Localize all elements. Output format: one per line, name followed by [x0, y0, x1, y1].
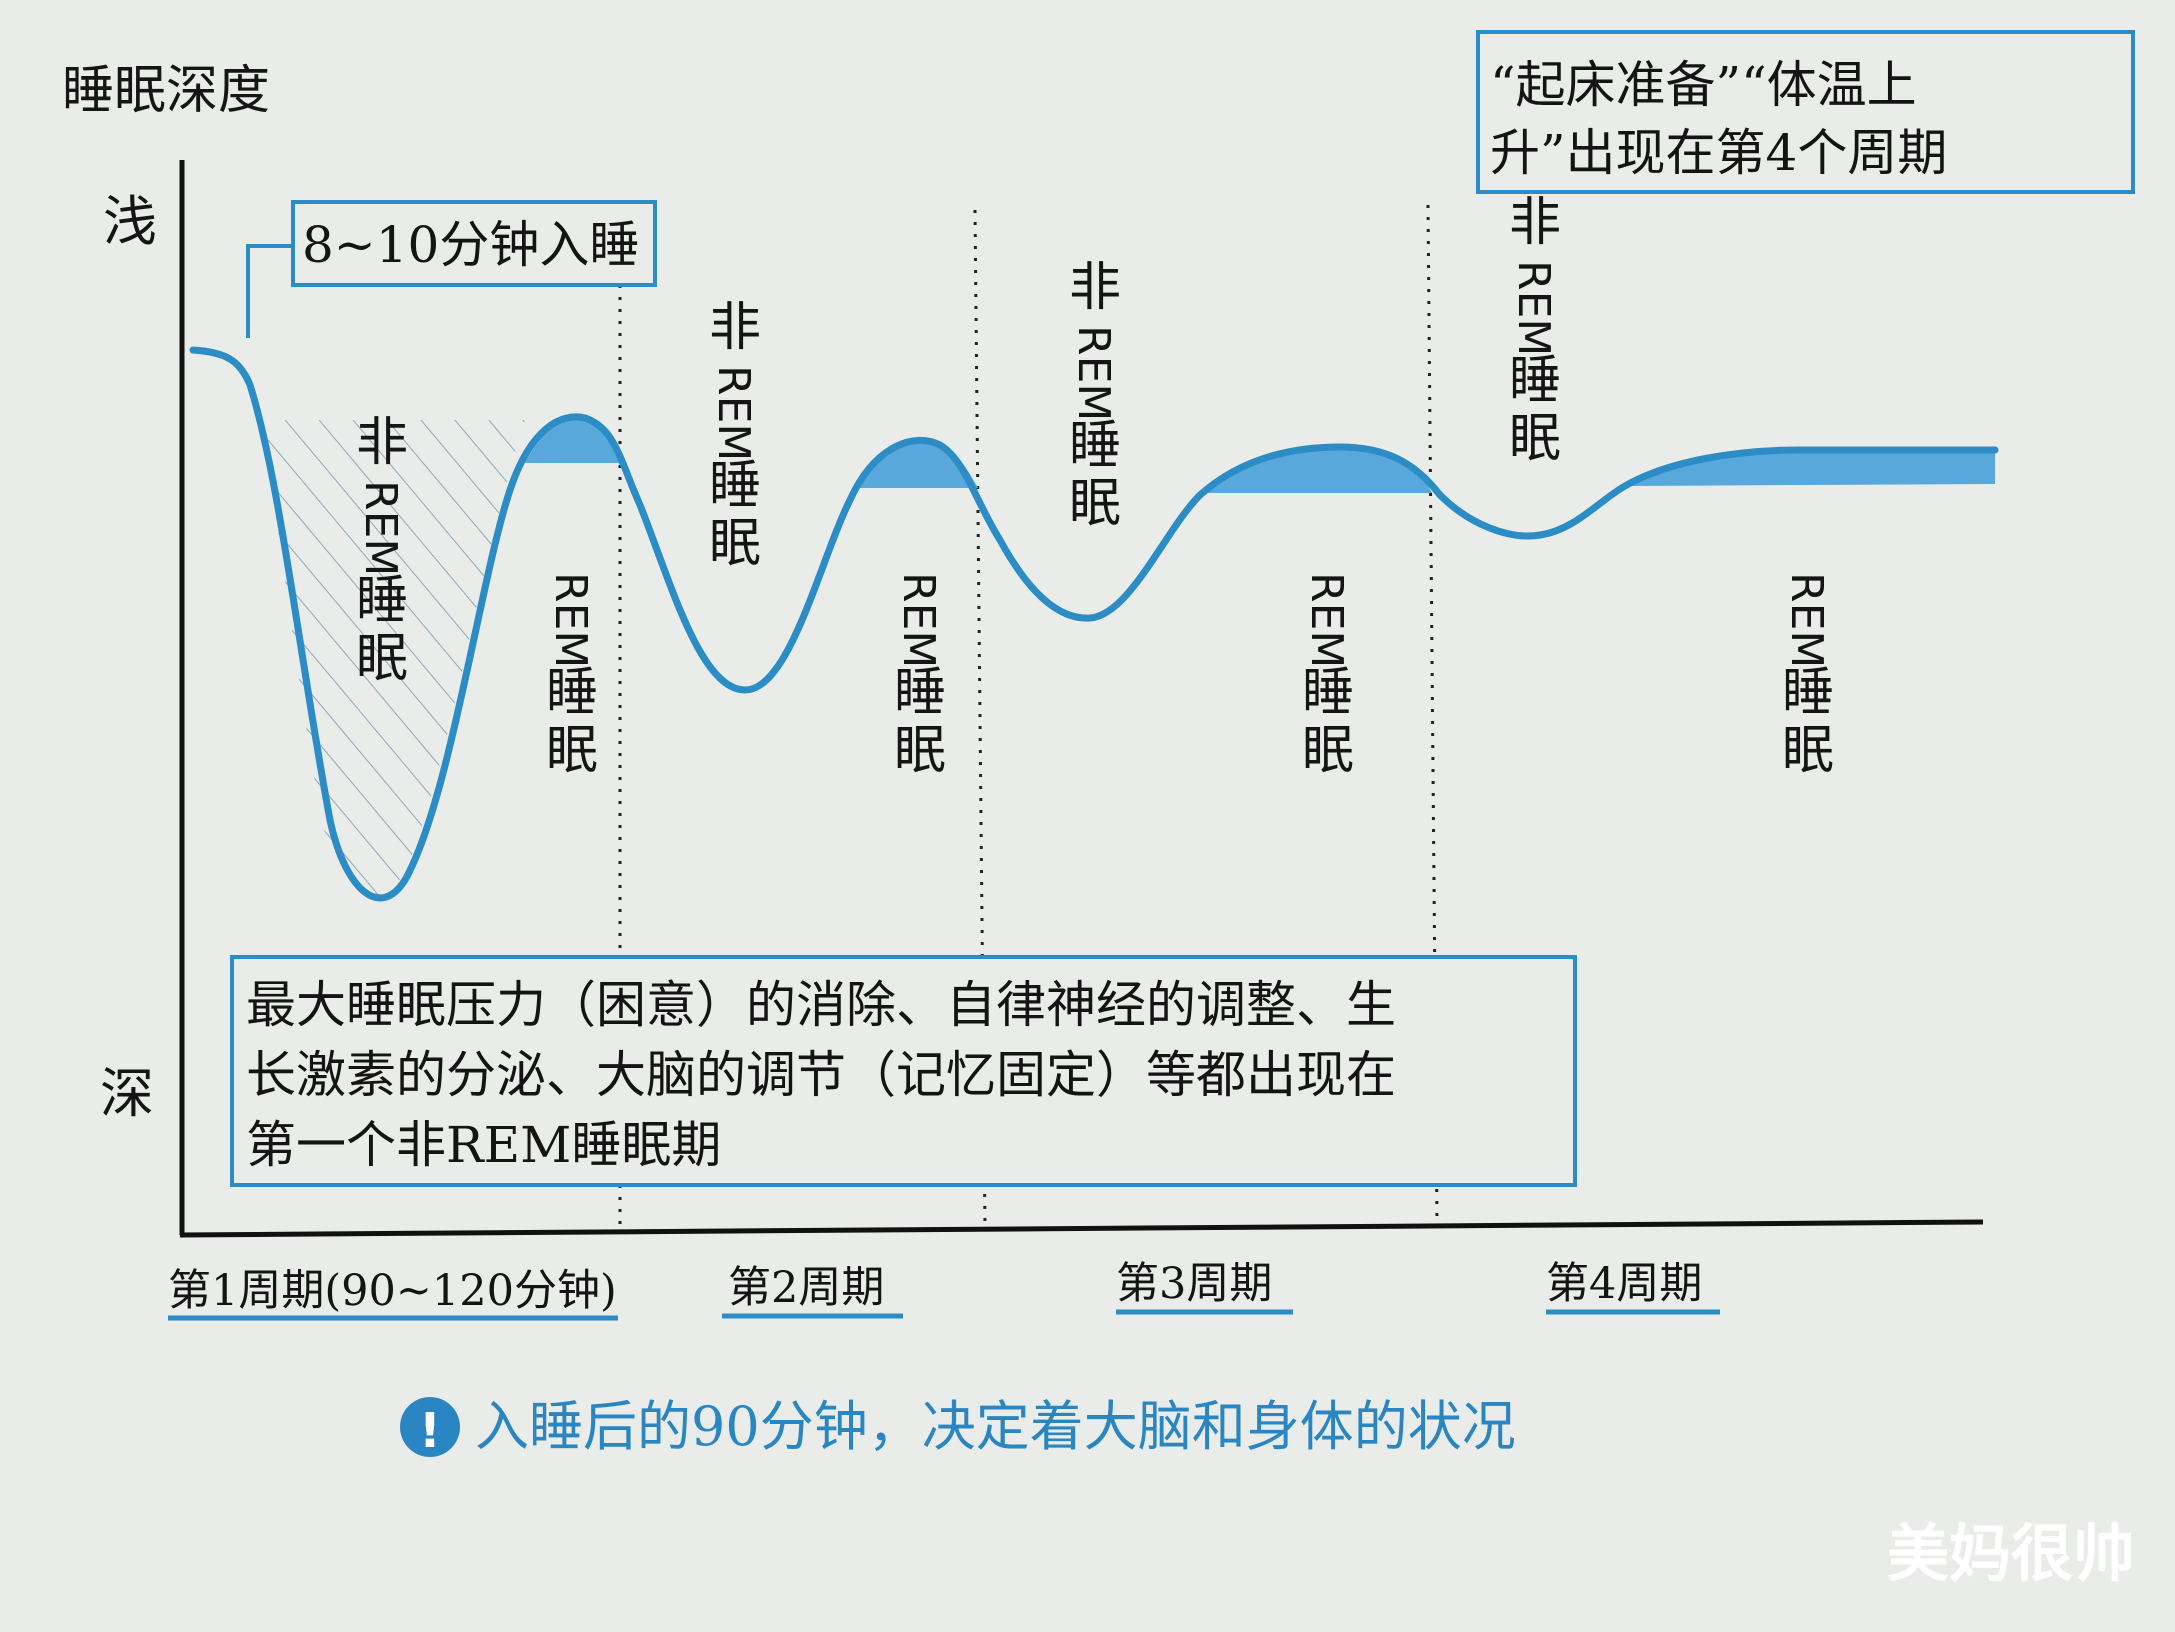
stage-label-latin: REM [355, 480, 406, 576]
first-cycle-line-1: 最大睡眠压力（困意）的消除、自律神经的调整、生 [246, 976, 1396, 1034]
first-cycle-line-3: 第一个非REM睡眠期 [246, 1116, 721, 1174]
stage-label-nonrem-2: 非睡眠 [709, 298, 761, 574]
stage-label-rem-1: 睡眠 [546, 663, 598, 781]
first-cycle-line-2: 长激素的分泌、大脑的调节（记忆固定）等都出现在 [246, 1046, 1396, 1104]
stage-label-nonrem-4: 非睡眠 [1509, 193, 1561, 469]
stage-label-nonrem-1: 非睡眠 [356, 413, 408, 689]
wake-prep-line-2: 升”出现在第4个周期 [1490, 124, 1947, 182]
stage-label-latin: REM [1301, 572, 1352, 668]
watermark: 美妈很帅 [1887, 1517, 2135, 1590]
stage-labels: 非睡眠 睡眠 非睡眠 睡眠 非睡眠 睡眠 非睡眠 睡眠 REM REM REM REM… [355, 193, 1834, 781]
sleep-onset-text: 8~10分钟入睡 [302, 216, 639, 274]
separator-2 [973, 209, 987, 1226]
exclamation-icon [400, 1397, 460, 1457]
stage-label-latin: REM [1068, 325, 1119, 421]
caption-text: 入睡后的90分钟，决定着大脑和身体的状况 [475, 1395, 1516, 1458]
stage-label-latin: REM [545, 572, 596, 668]
deep-sleep-hatch [262, 420, 525, 900]
stage-label-latin: REM [708, 365, 759, 461]
separator-3 [1426, 204, 1439, 1223]
x-tick-2: 第2周期 [728, 1263, 884, 1313]
x-tick-1: 第1周期(90~120分钟) [168, 1266, 617, 1316]
cycle-separators [618, 204, 1439, 1228]
x-tick-labels: 第1周期(90~120分钟) 第2周期 第3周期 第4周期 [168, 1259, 1720, 1321]
wake-prep-annotation: “起床准备”“体温上 升”出现在第4个周期 [1476, 30, 2135, 194]
stage-label-rem-2: 睡眠 [894, 663, 946, 781]
stage-label-latin: REM [1508, 260, 1559, 356]
y-bottom-label: 深 [100, 1062, 154, 1125]
x-tick-3: 第3周期 [1116, 1259, 1272, 1309]
first-cycle-annotation: 最大睡眠压力（困意）的消除、自律神经的调整、生 长激素的分泌、大脑的调节（记忆固… [230, 955, 1577, 1187]
wake-prep-line-1: “起床准备”“体温上 [1490, 56, 1917, 114]
sleep-depth-curve [189, 346, 1999, 902]
sleep-onset-annotation: 8~10分钟入睡 [246, 200, 657, 338]
rem-fill-1 [525, 418, 620, 463]
stage-label-latin: REM [893, 572, 944, 668]
stage-label-rem-4: 睡眠 [1782, 663, 1834, 781]
x-tick-4: 第4周期 [1546, 1259, 1702, 1309]
stage-label-rem-3: 睡眠 [1302, 663, 1354, 781]
svg-text:!: ! [419, 1403, 441, 1459]
x-axis [179, 1219, 1984, 1238]
y-axis-title: 睡眠深度 [62, 61, 270, 121]
caption: ! 入睡后的90分钟，决定着大脑和身体的状况 [400, 1395, 1516, 1459]
stage-label-nonrem-3: 非睡眠 [1069, 258, 1121, 534]
stage-label-latin: REM [1781, 572, 1832, 668]
y-top-label: 浅 [103, 190, 157, 253]
